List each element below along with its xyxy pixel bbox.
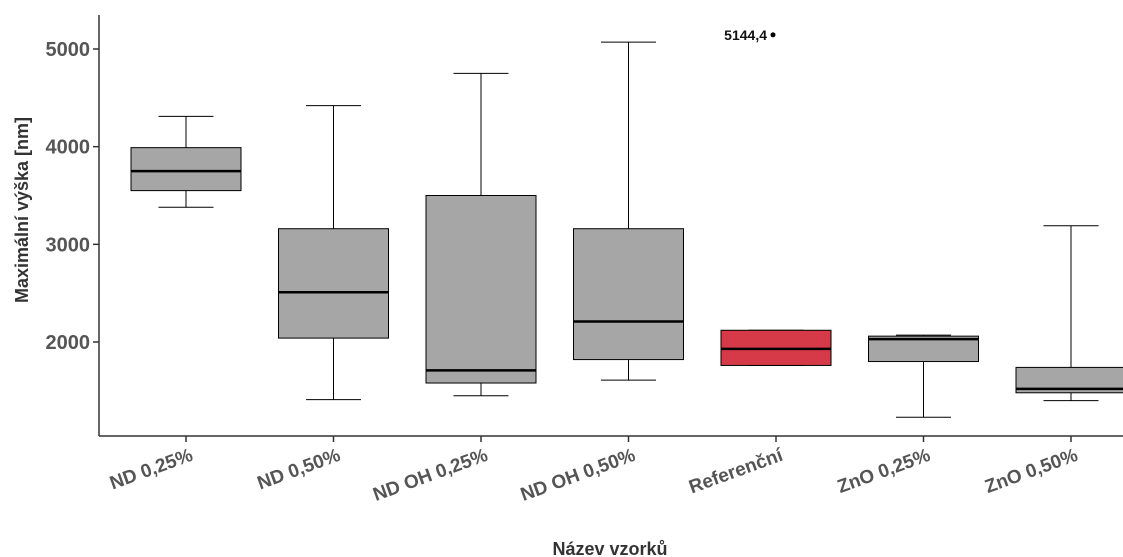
box-0 — [130, 115, 242, 208]
y-tick-label: 2000 — [46, 332, 91, 354]
axes — [98, 15, 1123, 437]
box-3 — [573, 41, 684, 381]
box-iqr — [278, 228, 389, 339]
x-tick-label: Referenční — [686, 445, 786, 499]
x-tick-label: ND OH 0,25% — [370, 445, 490, 506]
box-2 — [425, 72, 537, 397]
x-tick-label: ND 0,25% — [107, 445, 196, 494]
y-axis-title: Maximální výška [nm] — [12, 117, 32, 303]
x-axis-title: Název vzorků — [552, 539, 667, 557]
x-tick-label: ZnO 0,25% — [835, 445, 934, 498]
boxes — [130, 41, 1123, 418]
outlier-point — [770, 32, 776, 38]
box-iqr — [573, 228, 684, 361]
outliers: 5144,4 — [724, 27, 776, 43]
y-tick-label: 3000 — [46, 234, 91, 256]
x-axis-ticks: ND 0,25% ND 0,50% ND OH 0,25% ND OH 0,50% Re… — [107, 436, 1081, 506]
box-6 — [1015, 225, 1123, 402]
y-tick-label: 5000 — [46, 39, 91, 61]
box-5 — [868, 334, 979, 418]
box-4 — [720, 329, 832, 366]
x-tick-label: ND OH 0,50% — [518, 445, 638, 506]
y-tick-label: 4000 — [46, 137, 91, 159]
box-1 — [278, 105, 389, 401]
outlier-label: 5144,4 — [724, 27, 767, 43]
y-axis-ticks: 2000 3000 4000 5000 — [46, 39, 99, 354]
box-iqr — [130, 147, 242, 192]
x-tick-label: ND 0,50% — [255, 445, 344, 494]
box-iqr — [425, 195, 537, 384]
x-tick-label: ZnO 0,50% — [982, 445, 1081, 498]
box-iqr — [868, 335, 979, 363]
